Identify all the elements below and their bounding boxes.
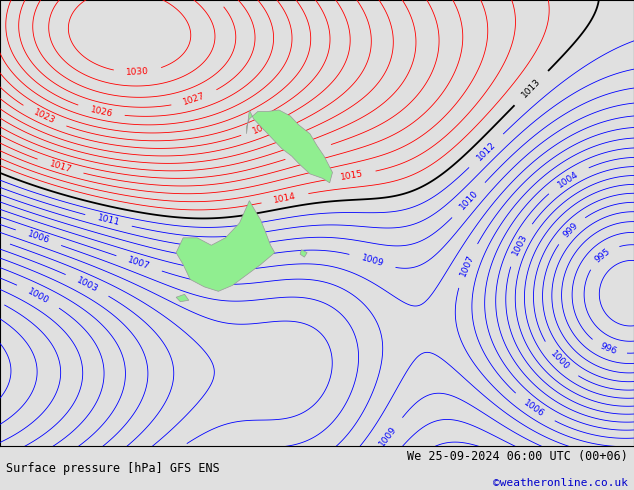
Text: 1013: 1013 <box>517 489 542 490</box>
Text: 1006: 1006 <box>26 230 51 245</box>
Text: 1000: 1000 <box>26 286 51 305</box>
Text: 996: 996 <box>599 342 618 357</box>
Text: 1004: 1004 <box>556 169 580 189</box>
Text: 1017: 1017 <box>48 159 73 174</box>
Polygon shape <box>176 201 275 292</box>
Polygon shape <box>176 294 189 302</box>
Text: 1028: 1028 <box>194 0 218 1</box>
Text: 1010: 1010 <box>458 189 480 212</box>
Text: 1012: 1012 <box>475 140 498 162</box>
Text: 1007: 1007 <box>458 253 476 278</box>
Text: 1022: 1022 <box>251 118 276 135</box>
Text: 1030: 1030 <box>126 67 150 77</box>
Text: 1027: 1027 <box>182 91 207 107</box>
Text: 1013: 1013 <box>520 77 543 99</box>
Polygon shape <box>300 250 307 257</box>
Text: 1014: 1014 <box>273 192 297 205</box>
Text: 999: 999 <box>562 220 580 239</box>
Polygon shape <box>247 110 332 183</box>
Text: 1007: 1007 <box>127 255 152 271</box>
Text: 1003: 1003 <box>75 275 100 294</box>
Text: We 25-09-2024 06:00 UTC (00+06): We 25-09-2024 06:00 UTC (00+06) <box>407 450 628 463</box>
Text: 1003: 1003 <box>510 232 529 257</box>
Text: 1026: 1026 <box>89 105 113 119</box>
Text: 1009: 1009 <box>377 425 398 448</box>
Text: 995: 995 <box>593 246 612 264</box>
Text: 1015: 1015 <box>340 169 364 182</box>
Text: 1000: 1000 <box>548 349 571 372</box>
Text: 1011: 1011 <box>96 214 120 228</box>
Text: Surface pressure [hPa] GFS ENS: Surface pressure [hPa] GFS ENS <box>6 462 220 475</box>
Text: 1006: 1006 <box>522 398 547 418</box>
Text: 1023: 1023 <box>32 108 56 126</box>
Text: 1005: 1005 <box>155 447 179 467</box>
Text: 1009: 1009 <box>360 253 385 269</box>
Text: 1001: 1001 <box>16 466 41 483</box>
Text: 1011: 1011 <box>505 453 529 469</box>
Text: 1018: 1018 <box>296 144 321 160</box>
Text: ©weatheronline.co.uk: ©weatheronline.co.uk <box>493 478 628 488</box>
